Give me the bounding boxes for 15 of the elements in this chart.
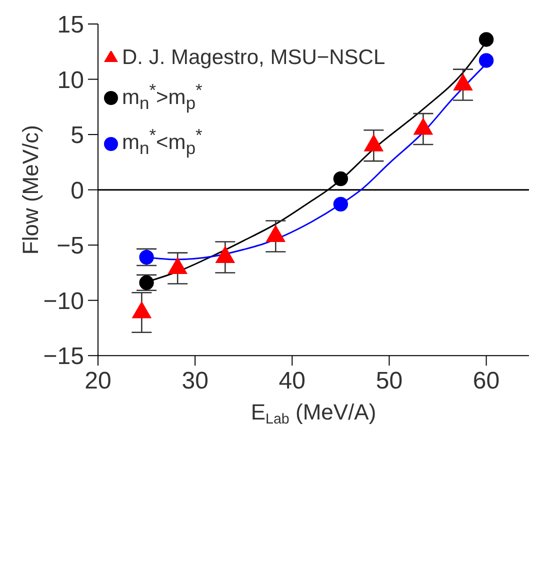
y-tick-label: 10 xyxy=(57,66,84,94)
x-tick-label: 20 xyxy=(84,368,112,395)
y-tick-label: 5 xyxy=(70,122,84,150)
x-axis-title: E$_{Lab}$ (MeV/A) xyxy=(250,400,376,428)
x-tick-label: 30 xyxy=(182,368,208,395)
y-axis-title: Flow (MeV/c) xyxy=(18,125,42,255)
y-tick-label: −15 xyxy=(43,343,84,370)
y-tick-label: 0 xyxy=(70,177,84,204)
y-tick-label: 15 xyxy=(57,12,84,39)
y-tick-label: −5 xyxy=(56,232,84,260)
x-tick-label: 60 xyxy=(472,368,500,395)
y-tick-label: −10 xyxy=(43,288,84,315)
legend-label: D. J. Magestro, MSU−NSCL xyxy=(122,46,386,69)
x-tick-label: 50 xyxy=(376,368,403,395)
x-tick-label: 40 xyxy=(278,368,306,395)
